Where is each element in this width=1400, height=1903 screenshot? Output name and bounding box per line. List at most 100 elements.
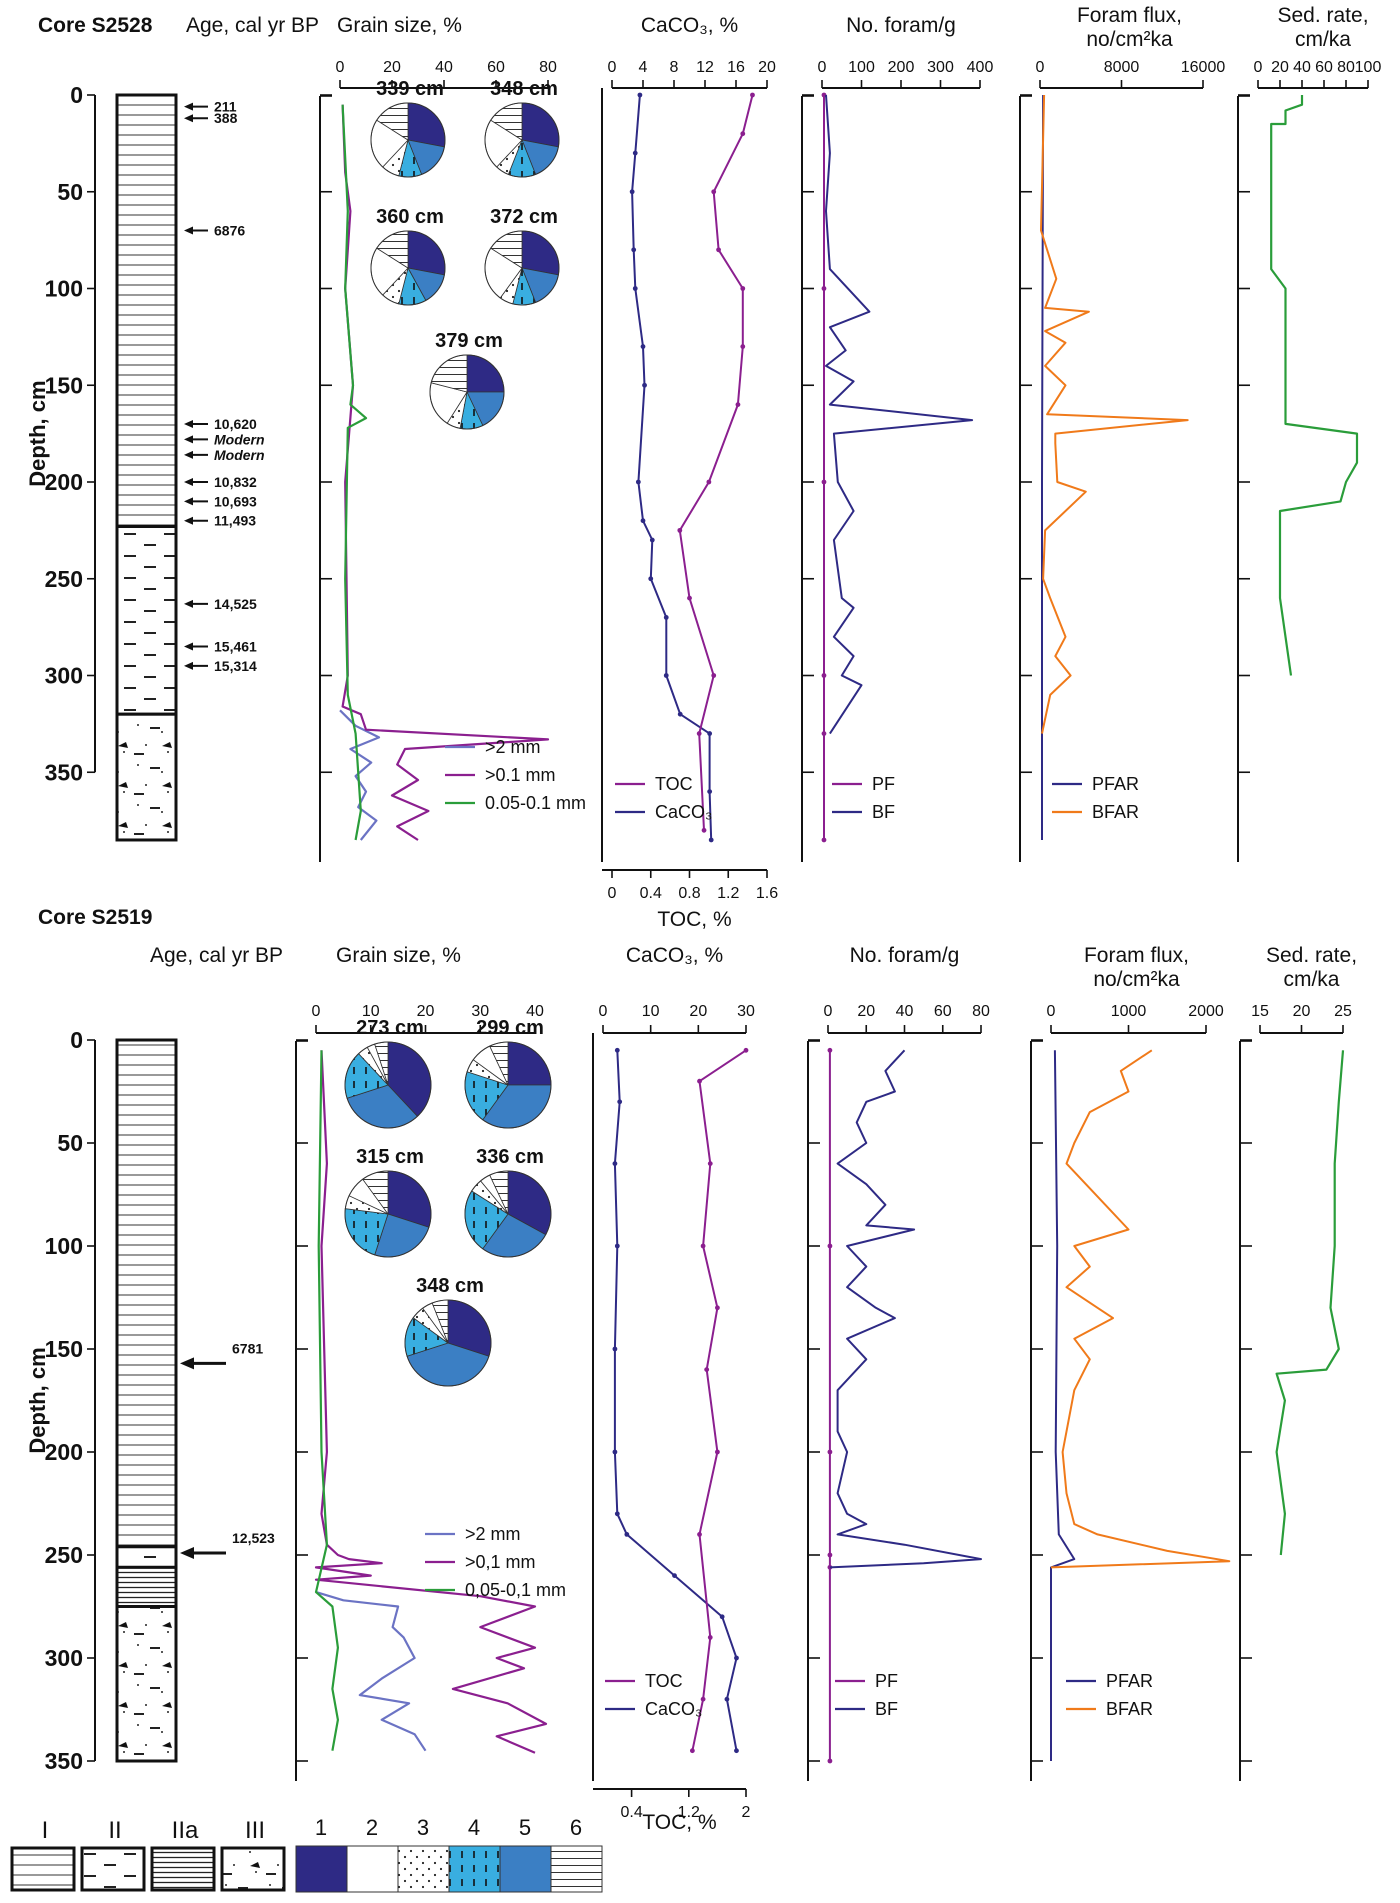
pie-label: 348 cm	[490, 78, 558, 100]
depth-axis-label: Depth, cm	[25, 380, 50, 486]
component-legend-label: 2	[366, 1815, 378, 1840]
sed-title-1: Sed. rate,	[1277, 4, 1368, 27]
caco3-tick-label: 4	[639, 59, 648, 76]
depth-tick-label: 250	[45, 566, 83, 592]
sed-tick-label: 60	[1315, 59, 1333, 76]
legend-label: >0,1 mm	[465, 1552, 536, 1572]
caco3-tick-label: 8	[670, 59, 679, 76]
sed-tick-label: 80	[1337, 59, 1355, 76]
flux-title-1: Foram flux,	[1084, 944, 1189, 967]
pf-line-point	[821, 673, 827, 678]
age-arrow-head	[180, 1546, 194, 1559]
caco3-line-point	[629, 189, 635, 195]
age-label: 6781	[232, 1340, 263, 1356]
toc-line-point	[711, 673, 717, 678]
caco3-line-point	[614, 1511, 620, 1517]
foram-tick-label: 0	[818, 59, 827, 76]
caco3-line-point	[632, 286, 638, 291]
age-header: Age, cal yr BP	[186, 14, 319, 37]
component-legend-label: 6	[570, 1815, 582, 1840]
toc-line-point	[707, 1161, 713, 1166]
grain-line-0	[315, 1591, 427, 1752]
depth-tick-label: 0	[70, 82, 83, 108]
lithology-unit	[115, 712, 178, 842]
flux-tick-label: 16000	[1181, 59, 1226, 76]
component-legend-swatch	[346, 1845, 399, 1893]
toc-line-point	[735, 402, 741, 407]
grain-tick-label: 20	[417, 1003, 435, 1020]
bottom-legend: I II IIa III 1 2 3 4 5 6	[10, 1815, 603, 1893]
caco3-line-point	[708, 837, 714, 843]
toc-tick-label: 0.8	[678, 885, 700, 902]
lithology-legend-label: IIa	[172, 1817, 199, 1844]
foram-tick-label: 80	[972, 1003, 990, 1020]
age-label: 11,493	[214, 513, 256, 529]
pie-slice-1	[507, 1041, 552, 1086]
toc-line-point	[715, 1449, 720, 1455]
age-label: 6876	[214, 222, 245, 238]
caco3-tick-label: 12	[696, 59, 714, 76]
pf-line-point	[827, 1449, 833, 1455]
caco3-line-point	[617, 1099, 623, 1105]
toc-line-point	[711, 189, 717, 195]
toc-line-point	[697, 1078, 702, 1084]
lithology-legend-swatch	[150, 1846, 216, 1892]
pie-outline	[484, 230, 560, 306]
legend-label: PF	[872, 774, 895, 794]
age-arrow-head	[184, 435, 193, 444]
toc-tick-label: 1.2	[717, 885, 739, 902]
pf-line-point	[821, 286, 827, 291]
age-label: 10,693	[214, 493, 257, 509]
age-arrow-head	[184, 450, 193, 459]
component-legend-swatch	[499, 1845, 552, 1893]
core-title: Core S2519	[38, 906, 152, 929]
legend-label: >2 mm	[485, 737, 541, 757]
toc-line-point	[700, 1243, 706, 1249]
pie-outline	[429, 354, 505, 430]
caco3-tick-label: 10	[642, 1003, 660, 1020]
lithology-legend-label: I	[42, 1817, 49, 1844]
legend-label: BFAR	[1106, 1699, 1153, 1719]
caco3-line-point	[612, 1346, 618, 1352]
bf-line	[825, 94, 974, 735]
pf-line-point	[821, 479, 827, 485]
depth-tick-label: 350	[45, 759, 83, 785]
legend-label: CaCO₃	[655, 802, 712, 822]
grain-tick-label: 40	[435, 59, 453, 76]
sed-tick-label: 100	[1355, 59, 1382, 76]
legend-label: 0.05-0.1 mm	[485, 793, 586, 813]
depth-tick-label: 300	[45, 1645, 83, 1671]
age-arrow-head	[184, 226, 193, 235]
caco3-title: CaCO₃, %	[626, 944, 723, 967]
sed-title-2: cm/ka	[1283, 968, 1339, 991]
caco3-title: CaCO₃, %	[641, 14, 738, 37]
flux-title-2: no/cm²ka	[1086, 28, 1173, 51]
age-arrow-head	[180, 1357, 194, 1370]
legend-label: BF	[875, 1699, 898, 1719]
grain-tick-label: 0	[336, 59, 345, 76]
pie-outline	[404, 1299, 492, 1387]
component-legend-swatch	[295, 1845, 348, 1893]
component-legend-swatch	[448, 1845, 501, 1893]
depth-tick-label: 150	[45, 372, 83, 398]
caco3-line-point	[734, 1748, 739, 1754]
toc-line-point	[716, 247, 721, 253]
toc-line-point	[743, 1047, 749, 1053]
caco3-line	[631, 94, 713, 841]
grain-tick-label: 10	[362, 1003, 380, 1020]
depth-tick-label: 50	[57, 1130, 83, 1156]
legend-label: TOC	[655, 774, 693, 794]
grain-tick-label: 40	[526, 1003, 544, 1020]
age-label: Modern	[214, 447, 265, 463]
lithology-unit	[115, 1565, 178, 1608]
toc-tick-label: 0.4	[620, 1804, 642, 1821]
age-label: 211	[214, 99, 237, 115]
age-label: 15,314	[214, 658, 257, 674]
caco3-tick-label: 30	[737, 1003, 755, 1020]
lithology-unit	[115, 1038, 178, 1549]
caco3-line-point	[648, 576, 654, 582]
toc-line-point	[696, 731, 702, 736]
grain-tick-label: 30	[471, 1003, 489, 1020]
sed-tick-label: 0	[1254, 59, 1263, 76]
age-label: 10,832	[214, 474, 257, 490]
